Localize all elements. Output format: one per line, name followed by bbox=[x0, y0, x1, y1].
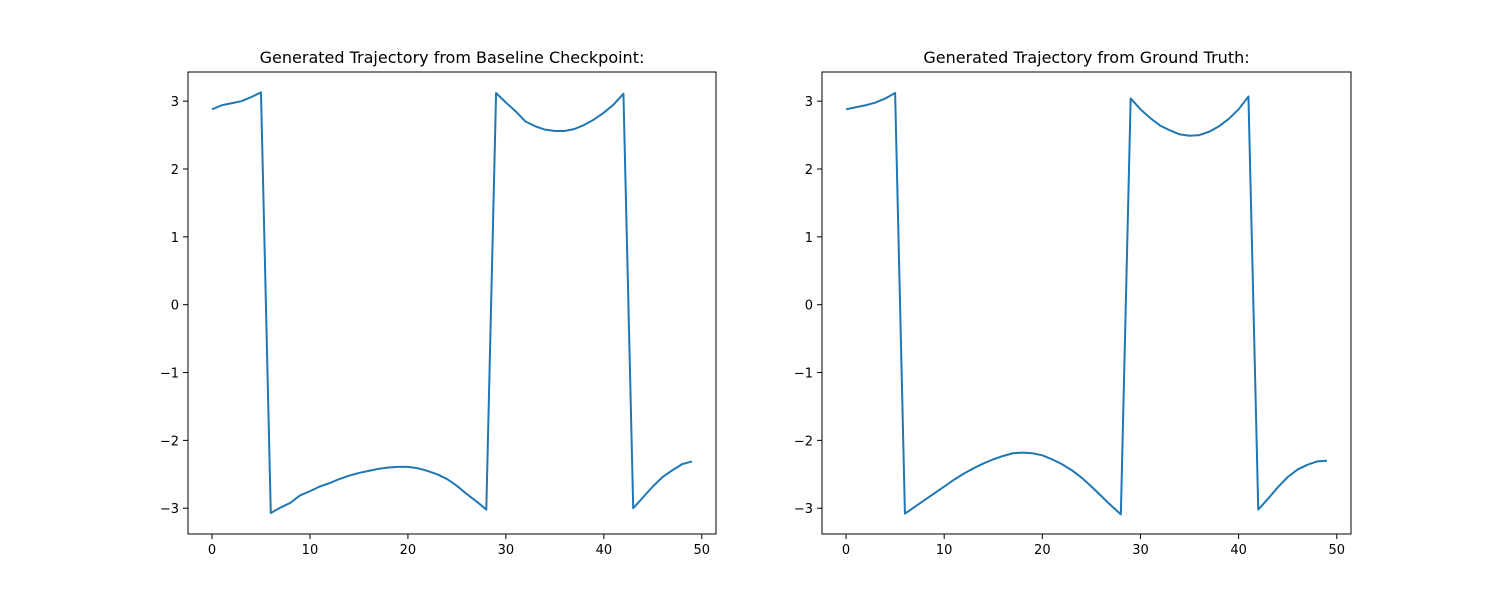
series-line bbox=[211, 91, 693, 514]
y-tick-label: 2 bbox=[171, 163, 179, 178]
x-tick-label: 10 bbox=[302, 543, 319, 558]
chart-ground-truth: Generated Trajectory from Ground Truth: … bbox=[794, 48, 1352, 558]
chart-baseline-checkpoint: Generated Trajectory from Baseline Check… bbox=[160, 48, 717, 558]
axis-ticks: 0 10 20 30 40 50 −3 −2 −1 0 1 2 3 bbox=[160, 95, 710, 558]
y-tick-label: 1 bbox=[171, 231, 179, 246]
y-tick-label: −1 bbox=[794, 367, 813, 382]
x-tick-label: 0 bbox=[208, 543, 216, 558]
y-tick-label: 0 bbox=[171, 299, 179, 314]
x-tick-label: 20 bbox=[1034, 543, 1051, 558]
x-tick-label: 30 bbox=[1132, 543, 1149, 558]
chart-title: Generated Trajectory from Baseline Check… bbox=[260, 48, 645, 67]
axis-ticks: 0 10 20 30 40 50 −3 −2 −1 0 1 2 3 bbox=[794, 95, 1345, 558]
x-tick-label: 0 bbox=[842, 543, 850, 558]
x-tick-label: 30 bbox=[498, 543, 515, 558]
y-tick-label: 0 bbox=[805, 299, 813, 314]
y-tick-label: −2 bbox=[794, 434, 813, 449]
x-tick-label: 50 bbox=[694, 543, 711, 558]
y-tick-label: 3 bbox=[171, 95, 179, 110]
axes-frame bbox=[821, 71, 1352, 535]
axes-frame bbox=[187, 71, 717, 535]
y-tick-label: 3 bbox=[805, 95, 813, 110]
x-tick-label: 40 bbox=[596, 543, 613, 558]
x-tick-label: 50 bbox=[1328, 543, 1345, 558]
y-tick-label: 1 bbox=[805, 231, 813, 246]
y-tick-label: −3 bbox=[160, 502, 179, 517]
y-tick-label: 2 bbox=[805, 163, 813, 178]
series-line bbox=[845, 92, 1328, 516]
y-tick-label: −3 bbox=[794, 502, 813, 517]
x-tick-label: 20 bbox=[400, 543, 417, 558]
y-tick-label: −2 bbox=[160, 434, 179, 449]
chart-title: Generated Trajectory from Ground Truth: bbox=[923, 48, 1249, 67]
x-tick-label: 10 bbox=[936, 543, 953, 558]
y-tick-label: −1 bbox=[160, 367, 179, 382]
x-tick-label: 40 bbox=[1230, 543, 1247, 558]
